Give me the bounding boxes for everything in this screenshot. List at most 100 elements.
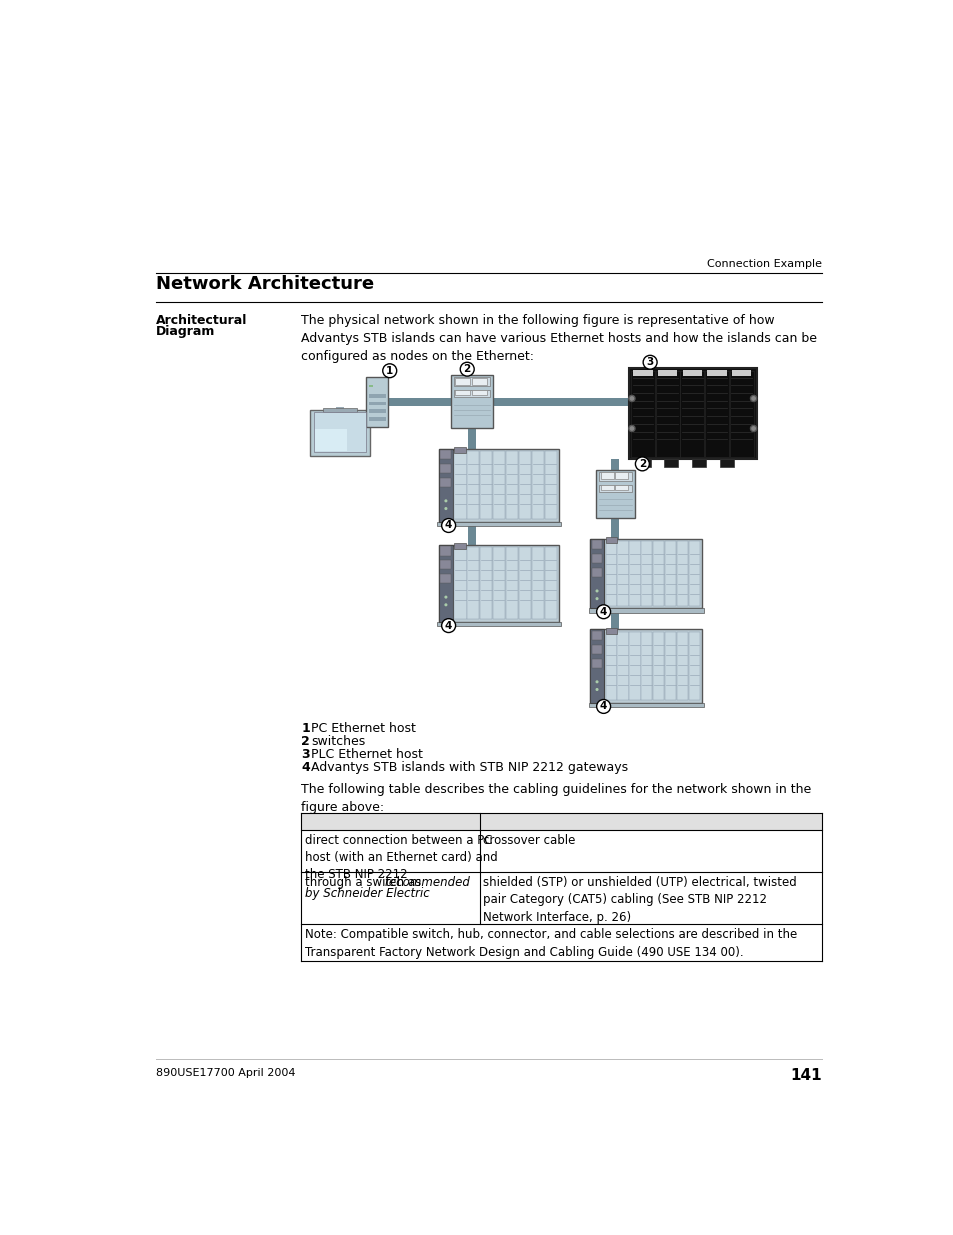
- Bar: [454, 447, 466, 453]
- Bar: [450, 375, 493, 427]
- Circle shape: [444, 499, 447, 503]
- Bar: [664, 632, 676, 700]
- Bar: [438, 545, 453, 621]
- Bar: [590, 630, 603, 703]
- Bar: [531, 547, 543, 620]
- Bar: [440, 574, 451, 583]
- Bar: [440, 450, 451, 459]
- Text: Type of Connection: Type of Connection: [305, 816, 438, 829]
- Bar: [605, 537, 617, 543]
- Text: crossover cable: crossover cable: [483, 834, 576, 846]
- Bar: [655, 370, 679, 457]
- Bar: [588, 703, 703, 708]
- Bar: [590, 538, 701, 608]
- Bar: [605, 541, 616, 605]
- Bar: [505, 547, 517, 620]
- Bar: [677, 632, 687, 700]
- Bar: [720, 459, 734, 467]
- Text: 3: 3: [646, 357, 653, 367]
- Bar: [436, 521, 560, 526]
- Circle shape: [628, 425, 635, 431]
- Text: Connection Example: Connection Example: [706, 259, 821, 269]
- Text: 2: 2: [639, 459, 645, 469]
- Bar: [388, 399, 450, 406]
- Circle shape: [642, 356, 657, 369]
- Circle shape: [750, 425, 756, 431]
- Text: Note: Compatible switch, hub, connector, and cable selections are described in t: Note: Compatible switch, hub, connector,…: [305, 929, 797, 960]
- Text: shielded (STP) or unshielded (UTP) electrical, twisted
pair Category (CAT5) cabl: shielded (STP) or unshielded (UTP) elect…: [483, 876, 797, 924]
- Bar: [664, 459, 678, 467]
- Bar: [598, 472, 631, 480]
- Bar: [454, 390, 490, 396]
- Bar: [436, 621, 560, 626]
- Text: 890USE17700 April 2004: 890USE17700 April 2004: [155, 1068, 294, 1078]
- Bar: [704, 370, 728, 457]
- Bar: [664, 541, 676, 605]
- Bar: [455, 390, 470, 395]
- Text: PLC Ethernet host: PLC Ethernet host: [311, 748, 423, 761]
- Bar: [472, 390, 486, 395]
- Bar: [590, 538, 603, 608]
- Text: 3: 3: [301, 748, 310, 761]
- Circle shape: [595, 680, 598, 683]
- Bar: [454, 377, 490, 387]
- Text: Architectural: Architectural: [155, 314, 247, 327]
- Bar: [692, 459, 705, 467]
- Bar: [731, 370, 750, 377]
- Bar: [479, 547, 492, 620]
- Bar: [629, 632, 639, 700]
- Bar: [617, 632, 628, 700]
- Bar: [591, 631, 602, 640]
- Bar: [617, 541, 628, 605]
- Text: The physical network shown in the following figure is representative of how
Adva: The physical network shown in the follow…: [301, 314, 817, 363]
- Bar: [633, 370, 652, 377]
- Bar: [518, 451, 531, 520]
- Bar: [631, 370, 655, 457]
- Bar: [599, 472, 613, 479]
- Bar: [591, 555, 602, 563]
- Bar: [369, 394, 385, 398]
- Bar: [440, 561, 451, 569]
- Bar: [611, 459, 618, 471]
- Bar: [366, 377, 388, 427]
- Text: switches: switches: [311, 735, 365, 748]
- Text: Network Architecture: Network Architecture: [155, 275, 374, 293]
- Bar: [323, 408, 356, 411]
- Circle shape: [635, 457, 649, 471]
- Bar: [454, 543, 466, 550]
- Bar: [369, 417, 385, 421]
- Bar: [640, 632, 652, 700]
- Text: 4: 4: [444, 520, 452, 531]
- Bar: [467, 451, 479, 520]
- Text: Advantys STB islands with STB NIP 2212 gateways: Advantys STB islands with STB NIP 2212 g…: [311, 761, 628, 774]
- Bar: [467, 547, 479, 620]
- Text: 4: 4: [599, 606, 607, 616]
- Bar: [688, 541, 700, 605]
- Circle shape: [595, 688, 598, 692]
- Bar: [588, 608, 703, 613]
- Bar: [591, 645, 602, 655]
- Text: direct connection between a PC
host (with an Ethernet card) and
the STB NIP 2212: direct connection between a PC host (wit…: [305, 834, 497, 882]
- Bar: [454, 547, 466, 620]
- Bar: [688, 632, 700, 700]
- Bar: [615, 472, 628, 479]
- Bar: [454, 451, 466, 520]
- Bar: [679, 370, 703, 457]
- Bar: [440, 478, 451, 487]
- Bar: [677, 541, 687, 605]
- Bar: [531, 451, 543, 520]
- Circle shape: [595, 597, 598, 600]
- Text: 4: 4: [599, 701, 607, 711]
- Bar: [369, 409, 385, 412]
- Text: 141: 141: [790, 1068, 821, 1083]
- Circle shape: [444, 595, 447, 599]
- Circle shape: [750, 395, 756, 401]
- Circle shape: [459, 362, 474, 377]
- Bar: [653, 541, 663, 605]
- Text: 1: 1: [386, 366, 393, 375]
- Bar: [544, 451, 557, 520]
- Bar: [493, 451, 505, 520]
- Bar: [455, 378, 470, 384]
- Bar: [591, 540, 602, 550]
- Bar: [301, 813, 821, 830]
